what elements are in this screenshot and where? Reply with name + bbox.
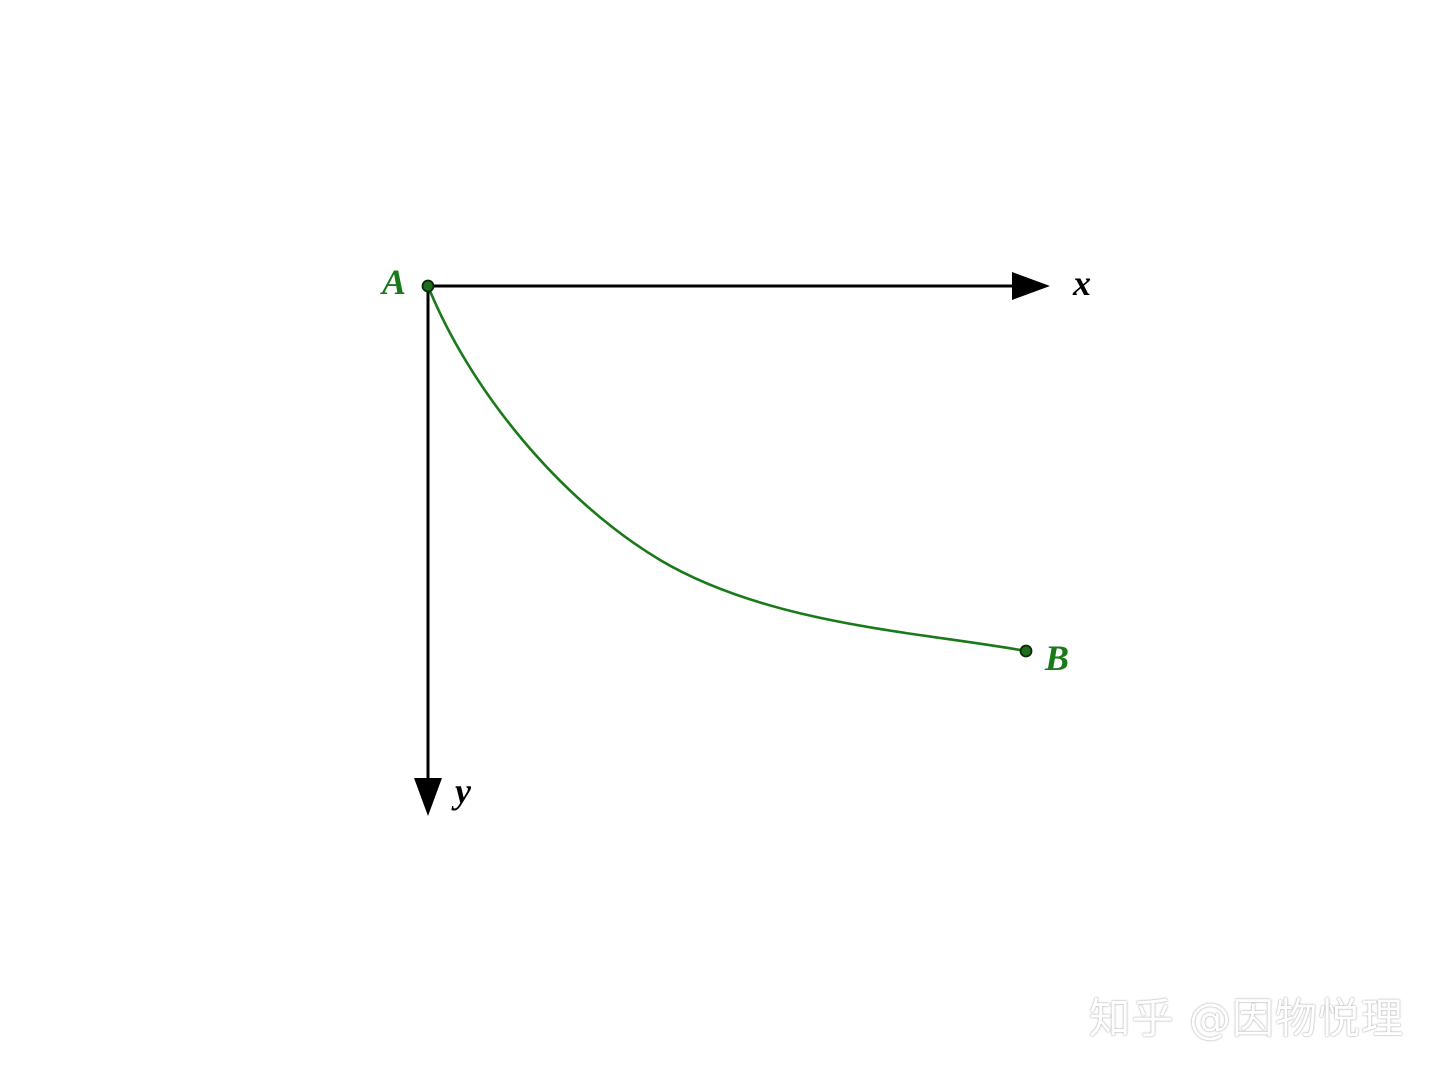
y-axis-arrowhead bbox=[414, 778, 442, 816]
curve-a-to-b bbox=[426, 285, 1027, 653]
point-a-marker bbox=[421, 279, 435, 293]
point-a-label: A bbox=[380, 262, 406, 302]
point-b-marker bbox=[1019, 644, 1033, 658]
watermark-text: 知乎 @因物悦理 bbox=[1088, 994, 1404, 1043]
point-b-label: B bbox=[1044, 638, 1069, 678]
x-axis-arrowhead bbox=[1012, 272, 1050, 300]
y-axis-label: y bbox=[451, 771, 472, 811]
x-axis-label: x bbox=[1072, 263, 1091, 303]
